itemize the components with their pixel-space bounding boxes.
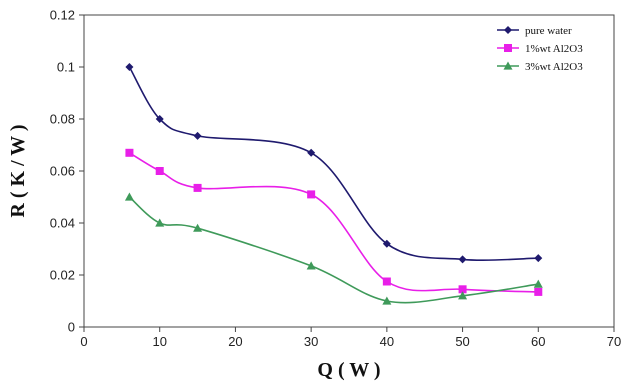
x-tick-label: 20 xyxy=(228,334,242,349)
x-tick-label: 50 xyxy=(455,334,469,349)
y-tick-label: 0.04 xyxy=(50,216,75,231)
data-point xyxy=(534,254,543,263)
series-line xyxy=(128,66,539,262)
series-1 xyxy=(125,63,543,264)
data-point xyxy=(125,148,134,157)
data-point xyxy=(124,192,134,201)
y-axis-title: R ( K / W ) xyxy=(7,124,29,217)
data-point xyxy=(307,190,316,199)
data-point xyxy=(382,239,391,248)
data-point xyxy=(533,279,543,288)
legend-label: 3%wt Al2O3 xyxy=(525,61,583,73)
x-tick-label: 40 xyxy=(380,334,394,349)
x-tick-label: 70 xyxy=(607,334,621,349)
x-tick-label: 60 xyxy=(531,334,545,349)
x-tick-label: 0 xyxy=(80,334,87,349)
data-point xyxy=(125,63,134,71)
data-point xyxy=(193,131,202,140)
data-point xyxy=(382,296,392,305)
y-tick-label: 0 xyxy=(68,320,75,335)
y-axis-ticks: 0 0.02 0.04 0.06 0.08 0.1 0.12 xyxy=(50,8,84,335)
y-tick-label: 0.02 xyxy=(50,268,75,283)
series-layer xyxy=(124,63,543,305)
data-point xyxy=(193,183,202,192)
series-2 xyxy=(125,148,543,296)
legend-label: 1%wt Al2O3 xyxy=(525,43,583,55)
data-point xyxy=(307,148,316,157)
data-point xyxy=(458,285,467,294)
y-tick-label: 0.12 xyxy=(50,8,75,23)
legend-swatch-marker xyxy=(503,61,513,70)
data-point xyxy=(458,255,467,264)
legend: pure water 1%wt Al2O3 3%wt Al2O3 xyxy=(497,25,583,73)
x-axis-title: Q ( W ) xyxy=(317,359,380,381)
legend-item: 3%wt Al2O3 xyxy=(497,61,583,73)
data-point xyxy=(155,167,164,175)
legend-label: pure water xyxy=(525,25,572,37)
x-axis-ticks: 0 10 20 30 40 50 60 70 xyxy=(80,327,621,349)
data-point xyxy=(306,261,316,270)
legend-swatch-marker xyxy=(504,44,512,52)
y-tick-label: 0.1 xyxy=(57,60,75,75)
data-point xyxy=(155,218,165,227)
data-point xyxy=(155,115,164,123)
data-point xyxy=(193,223,203,232)
legend-item: pure water xyxy=(497,25,572,37)
data-point xyxy=(458,291,468,300)
data-point xyxy=(382,277,391,286)
y-tick-label: 0.06 xyxy=(50,164,75,179)
series-3 xyxy=(124,192,543,305)
data-point xyxy=(534,287,543,296)
x-tick-label: 30 xyxy=(304,334,318,349)
legend-swatch-marker xyxy=(504,26,512,34)
y-tick-label: 0.08 xyxy=(50,112,75,127)
x-tick-label: 10 xyxy=(152,334,166,349)
legend-item: 1%wt Al2O3 xyxy=(497,43,583,55)
